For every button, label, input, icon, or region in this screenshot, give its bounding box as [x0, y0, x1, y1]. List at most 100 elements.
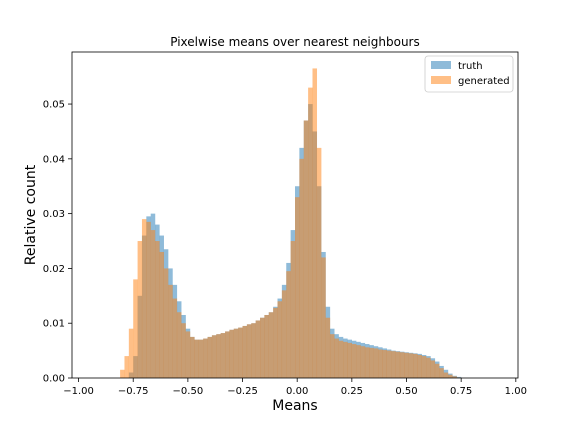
y-tick-label-2: 0.02	[43, 264, 65, 275]
bar-generated-60	[378, 349, 383, 378]
bar-generated-71	[426, 357, 431, 378]
bar-generated-5	[137, 241, 143, 378]
bar-generated-22	[211, 335, 217, 378]
bar-generated-19	[198, 339, 204, 378]
x-tick-label-5: 0.25	[341, 386, 363, 397]
bar-generated-77	[452, 376, 457, 378]
bar-generated-8	[150, 230, 156, 378]
bar-generated-21	[207, 336, 213, 378]
bar-generated-16	[185, 331, 191, 378]
bar-generated-52	[343, 341, 348, 378]
bar-generated-23	[216, 334, 221, 378]
bar-generated-7	[146, 221, 151, 378]
bar-generated-46	[316, 147, 322, 378]
y-axis-label: Relative count	[23, 164, 39, 265]
bar-generated-61	[382, 350, 387, 378]
bar-generated-37	[277, 301, 283, 378]
chart-title: Pixelwise means over nearest neighbours	[170, 35, 420, 49]
bar-generated-55	[356, 345, 361, 378]
y-tick-label-4: 0.04	[43, 154, 65, 165]
bar-generated-42	[299, 158, 304, 378]
bar-generated-74	[439, 368, 444, 378]
bar-generated-72	[430, 360, 436, 378]
bar-generated-20	[203, 338, 208, 378]
y-tick-label-1: 0.01	[43, 319, 65, 330]
bar-generated-40	[290, 241, 296, 378]
legend-label-truth: truth	[458, 61, 483, 72]
bar-generated-38	[281, 290, 287, 378]
bar-generated-39	[286, 271, 291, 378]
bar-generated-70	[421, 356, 427, 378]
bar-generated-27	[233, 328, 239, 378]
legend-swatch-generated	[431, 76, 451, 84]
x-axis-label: Means	[272, 398, 317, 414]
bar-generated-24	[220, 333, 226, 378]
bar-generated-69	[417, 354, 422, 378]
bar-generated-1	[120, 369, 125, 378]
legend-swatch-truth	[431, 61, 451, 69]
x-tick-label-3: −0.25	[227, 386, 258, 397]
x-tick-label-8: 1.00	[505, 386, 527, 397]
y-tick-label-0: 0.00	[43, 374, 65, 385]
y-tick-label-5: 0.05	[43, 100, 65, 111]
bar-generated-30	[246, 324, 252, 378]
bar-generated-33	[260, 317, 265, 378]
bar-generated-15	[181, 323, 186, 378]
bar-generated-13	[172, 298, 178, 378]
bar-generated-4	[133, 279, 138, 378]
bar-generated-63	[391, 351, 396, 378]
bar-generated-32	[255, 320, 261, 378]
bar-generated-64	[395, 351, 401, 378]
bar-generated-41	[295, 197, 300, 378]
bar-generated-53	[347, 342, 352, 378]
bar-generated-58	[369, 347, 374, 378]
bar-generated-18	[194, 339, 199, 378]
bar-generated-35	[268, 312, 274, 378]
x-axis-ticks: −1.00 −0.75 −0.50 −0.25 0.00 0.25 0.50 0.75 1.00	[63, 378, 527, 397]
bar-generated-75	[443, 372, 449, 378]
x-tick-label-0: −1.00	[63, 386, 94, 397]
bar-generated-43	[303, 120, 309, 379]
bar-generated-17	[190, 336, 195, 378]
y-axis-ticks: 0.00 0.01 0.02 0.03 0.04 0.05	[43, 100, 72, 385]
bar-generated-9	[155, 241, 160, 378]
bar-generated-59	[373, 348, 379, 378]
bar-generated-47	[321, 257, 326, 378]
bar-generated-62	[386, 350, 392, 378]
bar-generated-48	[325, 317, 331, 378]
bar-generated-36	[273, 307, 278, 378]
bar-generated-56	[360, 346, 366, 378]
bar-generated-14	[176, 312, 182, 378]
bar-generated-25	[225, 331, 230, 378]
bar-generated-3	[128, 328, 134, 378]
bar-generated-68	[413, 353, 418, 378]
bar-generated-49	[329, 334, 335, 378]
bars-layer	[120, 68, 462, 379]
bar-generated-11	[163, 268, 169, 378]
bar-generated-28	[238, 327, 243, 378]
x-tick-label-1: −0.75	[118, 386, 149, 397]
bar-generated-54	[351, 344, 357, 378]
x-tick-label-4: 0.00	[286, 386, 308, 397]
bar-generated-31	[251, 323, 256, 378]
bar-generated-67	[408, 353, 414, 378]
bar-generated-73	[434, 363, 440, 378]
legend: truth generated	[424, 55, 514, 93]
bar-generated-29	[242, 325, 248, 378]
bar-generated-26	[229, 329, 234, 378]
bar-generated-12	[168, 284, 173, 378]
bar-generated-65	[399, 352, 405, 378]
bar-generated-66	[404, 352, 409, 378]
bar-generated-50	[334, 338, 339, 378]
bar-generated-57	[364, 347, 370, 378]
bar-generated-34	[264, 314, 269, 378]
bar-generated-10	[159, 251, 164, 378]
bar-generated-51	[338, 340, 344, 378]
bar-generated-76	[448, 374, 453, 378]
legend-label-generated: generated	[458, 76, 510, 87]
series-generated	[120, 68, 462, 379]
x-tick-label-7: 0.75	[450, 386, 472, 397]
bar-generated-45	[312, 68, 318, 378]
plot-frame	[71, 51, 519, 379]
